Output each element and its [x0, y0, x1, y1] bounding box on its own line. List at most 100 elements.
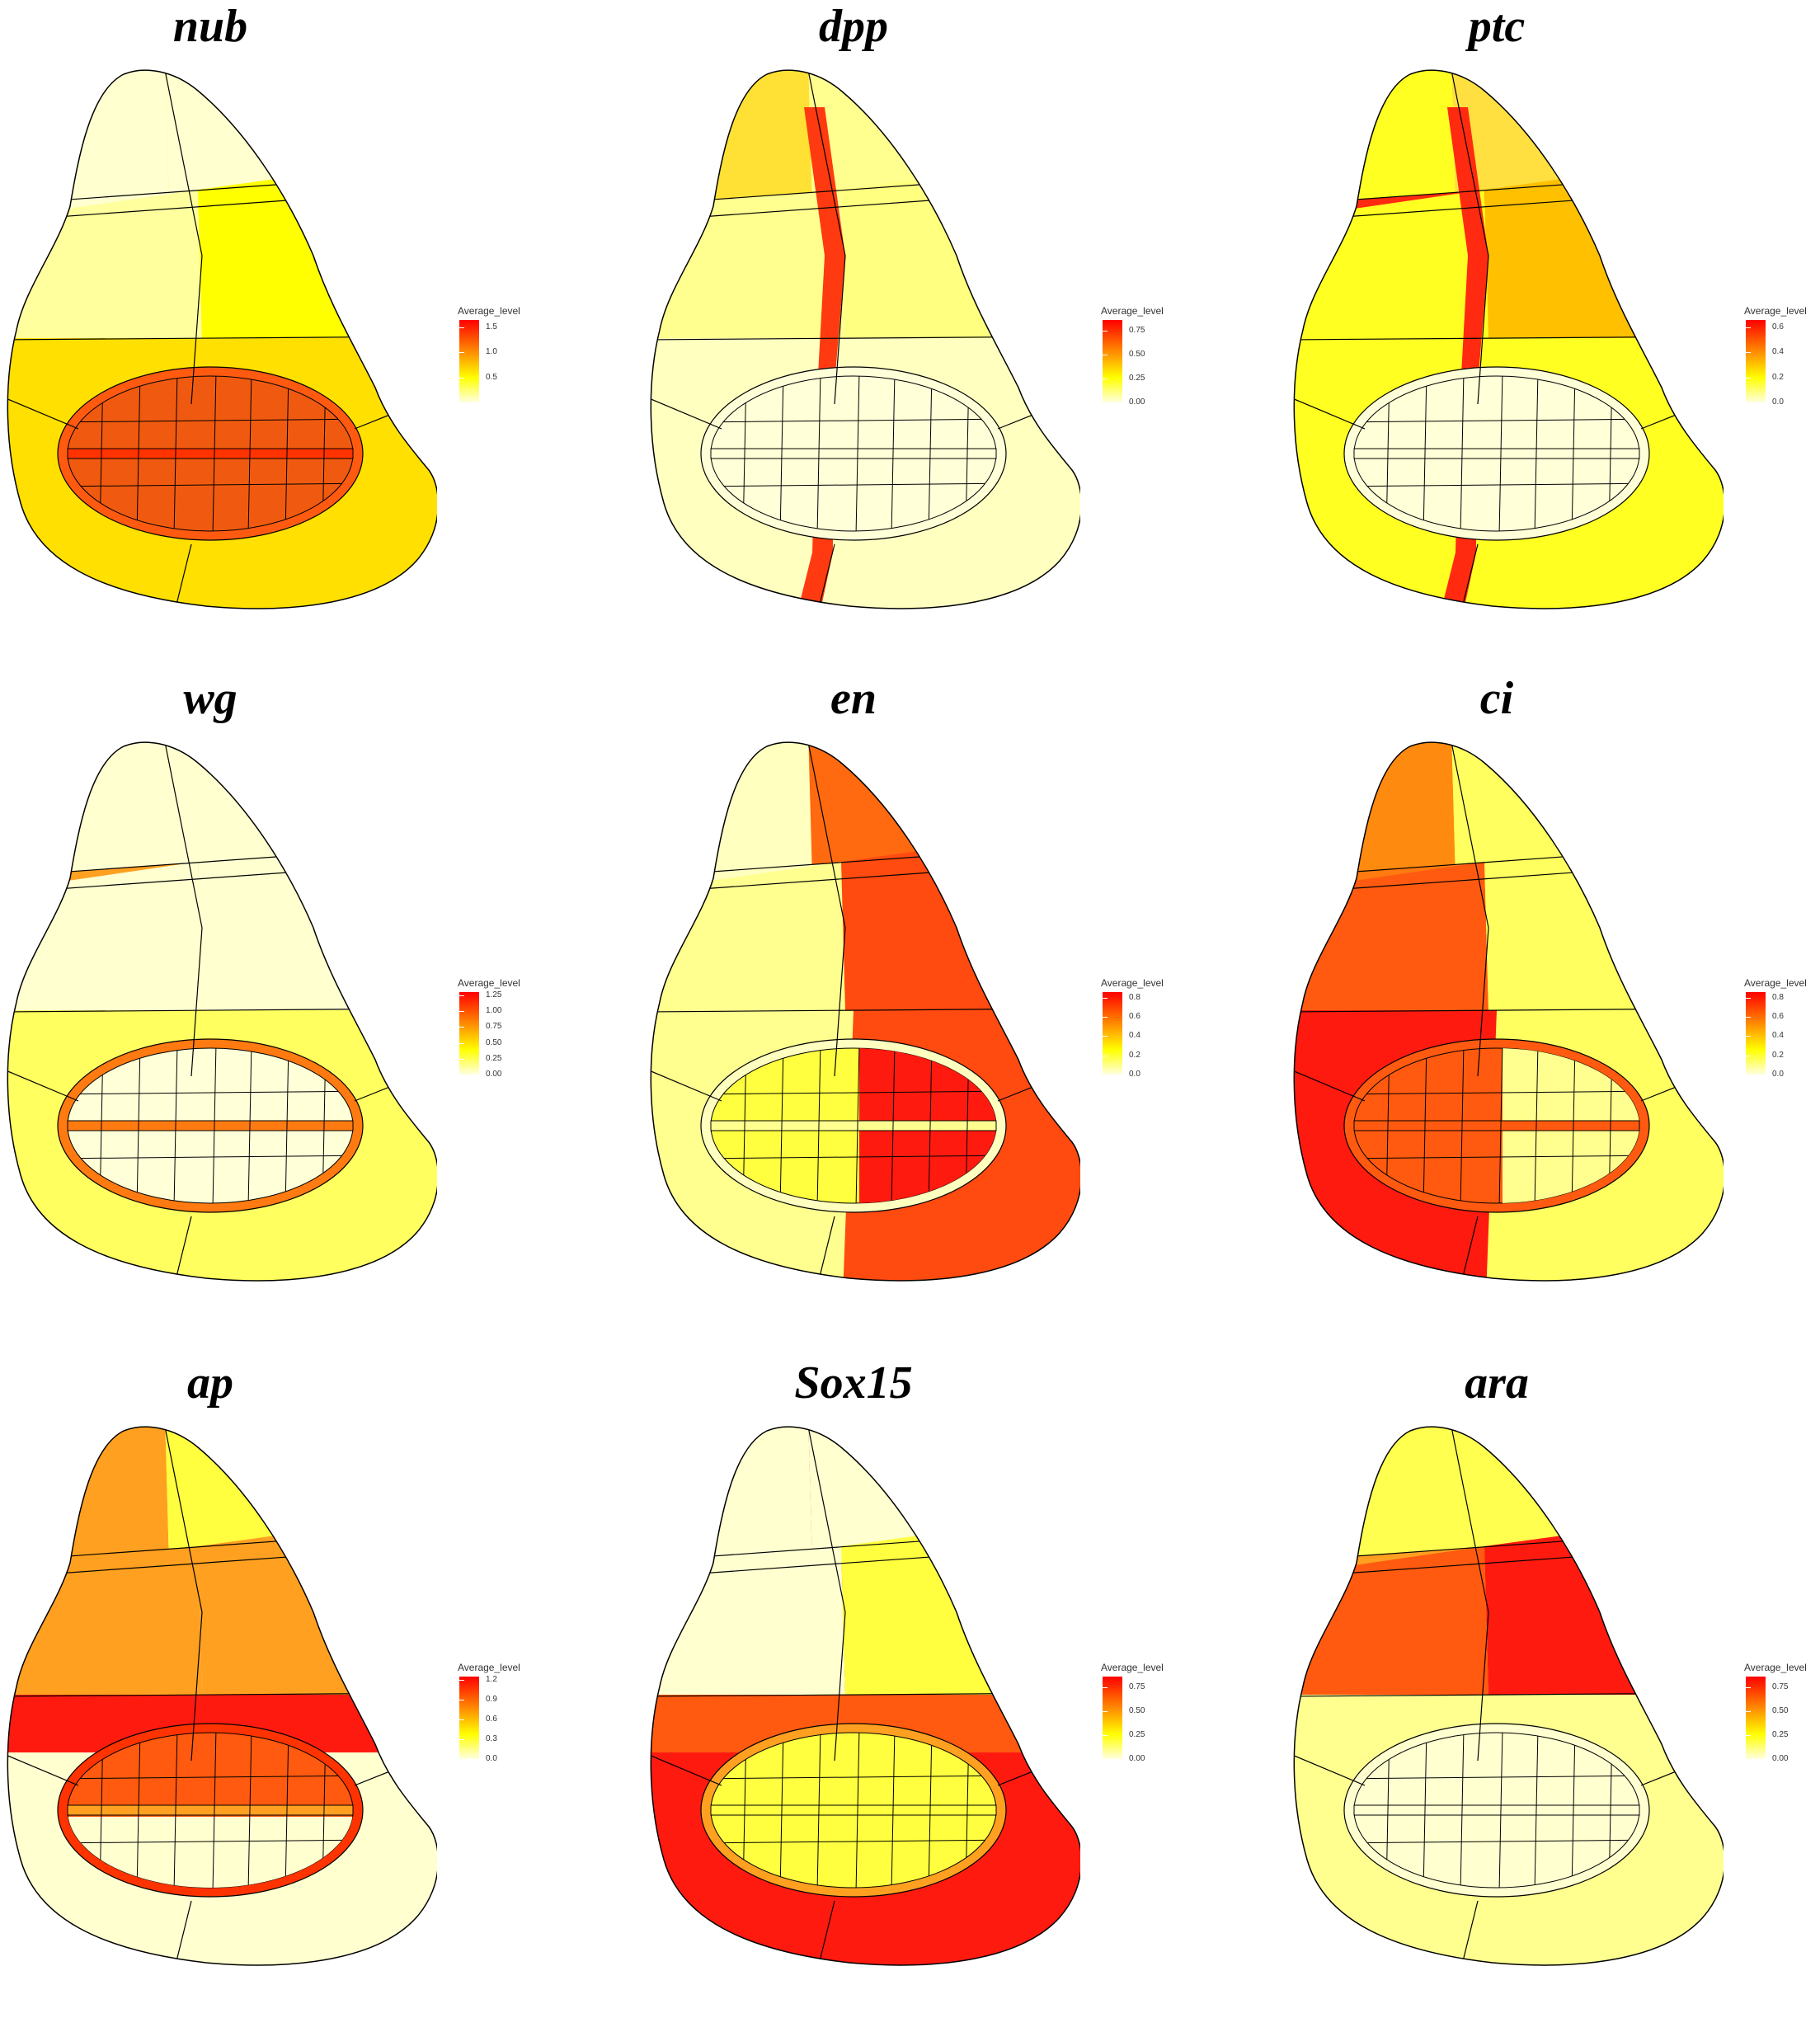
- region-notum-mid-left: [1294, 190, 1488, 338]
- legend-tick-label: 0.00: [1129, 1754, 1145, 1763]
- region-fills: [7, 70, 437, 609]
- legend-tick-label: 0.4: [1772, 1031, 1784, 1041]
- wing-disc-map: [650, 1426, 1080, 1966]
- legend-tick-label: 0.0: [1772, 397, 1784, 407]
- legend-tick-label: 0.25: [1129, 373, 1145, 383]
- region-notum-top-left: [651, 1427, 812, 1563]
- legend-colorbar: [459, 1677, 479, 1759]
- legend-tick-mark: [459, 1027, 464, 1028]
- region-notum-mid-left: [651, 1546, 845, 1695]
- legend-tick-mark: [459, 1042, 464, 1044]
- legend-tick-mark: [459, 995, 464, 996]
- region-notum-top-right: [1451, 742, 1724, 878]
- legend-colorbar: [459, 992, 479, 1075]
- region-notum-mid-left: [651, 190, 845, 338]
- region-notum-mid-left: [7, 862, 202, 1010]
- color-legend: Average_level 1.5 1.0 0.5: [458, 305, 573, 421]
- legend-tick-mark: [1746, 1686, 1751, 1688]
- legend-tick-mark: [459, 1011, 464, 1013]
- color-legend: Average_level 0.8 0.6 0.4 0.2 0.0: [1101, 977, 1216, 1093]
- legend-tick-mark: [459, 327, 464, 329]
- legend-tick-label: 1.0: [486, 347, 497, 357]
- legend-tick-label: 0.0: [1772, 1070, 1784, 1079]
- region-fills: [7, 742, 437, 1281]
- region-notum-top-right: [808, 70, 1080, 206]
- legend-title: Average_level: [458, 977, 520, 989]
- disc-outline: [650, 1426, 1080, 1966]
- region-notum-mid-left: [7, 1546, 202, 1695]
- region-pouch-margin: [1353, 1804, 1640, 1816]
- legend-tick-mark: [1103, 1036, 1108, 1037]
- legend-tick-mark: [1746, 1710, 1751, 1712]
- legend-tick-label: 0.4: [1129, 1031, 1140, 1041]
- legend-title: Average_level: [1101, 977, 1164, 989]
- region-fills: [651, 742, 1080, 1281]
- legend-tick-mark: [1103, 997, 1108, 999]
- panel-ap: ap Average_level 1.2 0.9 0.6 0.3 0.0: [0, 1357, 606, 2032]
- legend-tick-label: 1.2: [486, 1675, 497, 1684]
- pouch-grid: [68, 1733, 353, 1888]
- legend-title: Average_level: [1744, 1662, 1807, 1673]
- region-notum-top-left: [651, 70, 812, 206]
- legend-tick-mark: [1746, 327, 1751, 329]
- legend-colorbar: [1103, 320, 1122, 402]
- wing-disc-map: [1293, 1426, 1724, 1966]
- legend-tick-label: 0.6: [1772, 1012, 1784, 1022]
- gene-title: dpp: [819, 1, 888, 52]
- region-notum-mid-left: [1294, 862, 1488, 1010]
- legend-title: Average_level: [1744, 977, 1807, 989]
- legend-tick-label: 0.2: [1772, 372, 1784, 382]
- wing-disc-map: [7, 69, 437, 609]
- legend-tick-label: 0.50: [486, 1037, 502, 1047]
- wing-disc-map: [650, 741, 1080, 1282]
- legend-tick-mark: [459, 1739, 464, 1740]
- legend-tick-mark: [1103, 1710, 1108, 1712]
- legend-tick-mark: [1746, 1036, 1751, 1037]
- legend-tick-mark: [1746, 402, 1751, 403]
- wing-disc-map: [7, 741, 437, 1282]
- region-pouch-margin: [710, 448, 997, 459]
- region-pouch-margin: [710, 1804, 997, 1816]
- disc-outline: [1293, 69, 1724, 609]
- gene-title: Sox15: [794, 1357, 913, 1409]
- color-legend: Average_level 1.2 0.9 0.6 0.3 0.0: [458, 1662, 573, 1777]
- disc-outline: [7, 741, 437, 1282]
- legend-title: Average_level: [458, 305, 520, 317]
- legend-tick-mark: [1746, 1734, 1751, 1736]
- region-notum-top-right: [1451, 70, 1724, 206]
- legend-tick-label: 0.75: [486, 1022, 502, 1032]
- color-legend: Average_level 0.6 0.4 0.2 0.0: [1744, 305, 1820, 421]
- gene-title: ap: [187, 1357, 233, 1409]
- legend-title: Average_level: [1744, 305, 1807, 317]
- legend-colorbar: [1103, 992, 1122, 1075]
- region-fills: [651, 70, 1080, 609]
- legend-tick-label: 0.3: [486, 1734, 497, 1743]
- region-notum-top-left: [7, 742, 169, 878]
- legend-tick-mark: [1103, 1734, 1108, 1736]
- legend-tick-mark: [459, 1680, 464, 1681]
- region-notum-top-right: [808, 742, 1080, 878]
- legend-tick-mark: [1746, 1017, 1751, 1018]
- legend-tick-label: 0.0: [1129, 1070, 1140, 1079]
- region-notum-top-left: [7, 70, 169, 206]
- region-notum-top-right: [165, 70, 437, 206]
- disc-outline: [1293, 741, 1724, 1282]
- legend-tick-mark: [1746, 997, 1751, 999]
- region-notum-top-left: [7, 1427, 169, 1563]
- pouch-grid: [1354, 376, 1639, 531]
- legend-tick-mark: [1746, 377, 1751, 379]
- disc-outline: [7, 69, 437, 609]
- wing-disc-map: [650, 69, 1080, 609]
- region-pouch-margin: [67, 1120, 354, 1131]
- legend-tick-label: 0.50: [1129, 349, 1145, 359]
- region-fills: [7, 1427, 437, 1965]
- region-pouch-margin: [67, 448, 354, 459]
- color-legend: Average_level 0.75 0.50 0.25 0.00: [1101, 1662, 1216, 1777]
- panel-ci: ci Average_level 0.8 0.6 0.4 0.2 0.0: [1286, 672, 1820, 1348]
- gene-title: ptc: [1468, 1, 1526, 52]
- legend-tick-label: 0.2: [1772, 1050, 1784, 1060]
- legend-tick-label: 0.75: [1772, 1682, 1789, 1691]
- legend-tick-mark: [459, 1058, 464, 1060]
- legend-tick-label: 0.0: [486, 1754, 497, 1763]
- panel-nub: nub Average_level 1.5 1.0 0.5: [0, 0, 606, 675]
